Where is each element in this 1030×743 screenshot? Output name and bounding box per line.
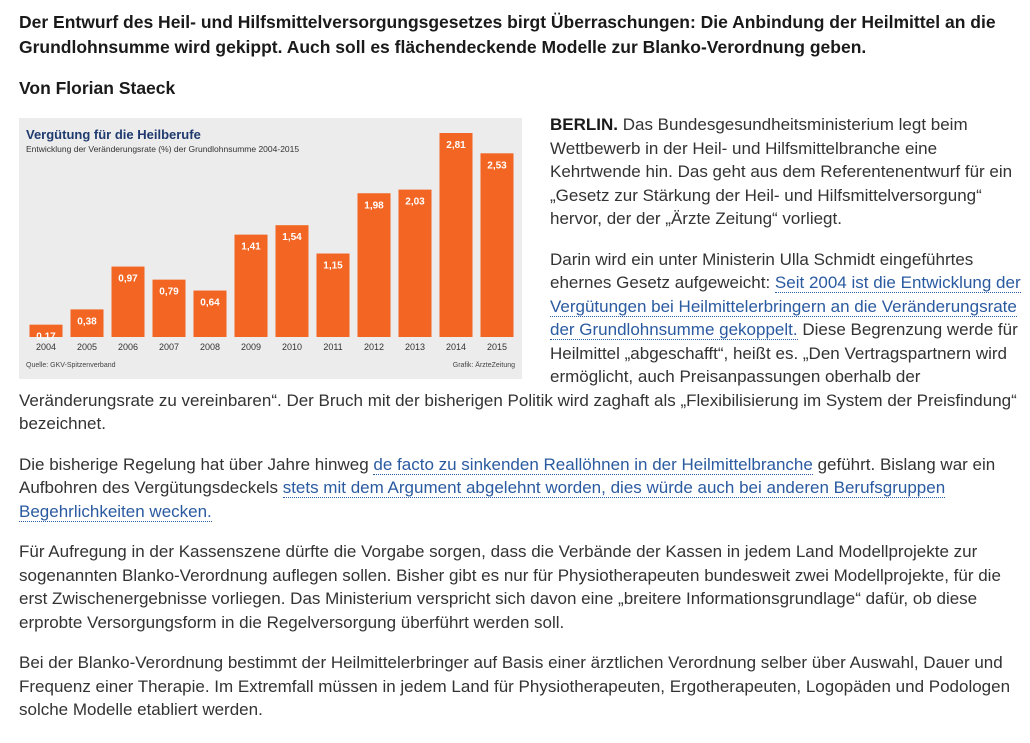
paragraph-1-text: Das Bundesgesundheitsministerium legt be… <box>550 115 1013 228</box>
chart-x-tick: 2006 <box>118 342 138 352</box>
article-lead: Der Entwurf des Heil- und Hilfsmittelver… <box>19 12 996 57</box>
paragraph-3: Die bisherige Regelung hat über Jahre hi… <box>19 453 1021 524</box>
chart-x-tick: 2011 <box>323 342 342 352</box>
chart-bar-label: 0,64 <box>200 298 220 309</box>
chart-bar <box>275 225 309 337</box>
chart-bar <box>357 193 391 337</box>
chart-bar-label: 1,15 <box>323 261 343 272</box>
chart-bar <box>152 279 186 337</box>
chart-figure: Vergütung für die Heilberufe Entwicklung … <box>19 118 522 379</box>
chart-bar-label: 2,53 <box>487 160 507 171</box>
paragraph-5: Bei der Blanko-Verordnung bestimmt der H… <box>19 653 1011 719</box>
paragraph-4: Für Aufregung in der Kassenszene dürfte … <box>19 542 1001 632</box>
chart-bar-label: 0,97 <box>118 274 138 285</box>
chart-x-tick: 2005 <box>77 342 97 352</box>
chart-source: Quelle: GKV-Spitzenverband <box>26 362 116 369</box>
paragraph-3-text-b: geführt. Bislang war ein Aufbohren des V… <box>19 454 996 498</box>
article-body: Vergütung für die Heilberufe Entwicklung … <box>19 113 1021 739</box>
chart-bar <box>29 324 63 337</box>
paragraph-2-text-a: Darin wird ein unter Ministerin Ulla Sch… <box>550 249 974 293</box>
chart-credit: Grafik: ÄrzteZeitung <box>453 361 515 369</box>
chart-bar <box>398 189 432 337</box>
chart-bar-label: 0,79 <box>159 287 179 298</box>
chart-subtitle: Entwicklung der Veränderungsrate (%) der… <box>26 144 299 154</box>
chart-bar <box>234 234 268 337</box>
chart-x-tick: 2014 <box>446 342 466 352</box>
paragraph-2: Darin wird ein unter Ministerin Ulla Sch… <box>19 248 1021 436</box>
chart-x-tick: 2012 <box>364 342 384 352</box>
chart-x-tick: 2008 <box>200 342 220 352</box>
chart-bar <box>480 153 514 337</box>
chart-x-tick: 2010 <box>282 342 302 352</box>
paragraph-3-text-a: Die bisherige Regelung hat über Jahre hi… <box>19 454 374 474</box>
bar-chart: Vergütung für die Heilberufe Entwicklung … <box>19 118 522 379</box>
chart-bar-label: 0,38 <box>77 316 97 327</box>
chart-x-tick: 2013 <box>405 342 425 352</box>
chart-bar-label: 2,03 <box>405 197 425 208</box>
chart-bar-label: 1,41 <box>241 242 261 253</box>
link-grundlohnsumme[interactable]: Seit 2004 ist die Entwicklung der Vergüt… <box>550 273 1021 340</box>
chart-bar <box>70 309 104 337</box>
chart-bar-label: 2,81 <box>446 140 466 151</box>
chart-bar <box>316 253 350 337</box>
chart-x-tick: 2004 <box>36 342 56 352</box>
chart-x-tick: 2007 <box>159 342 179 352</box>
chart-bar-label: 1,98 <box>364 200 384 211</box>
chart-x-tick: 2009 <box>241 342 261 352</box>
chart-bar-label: 1,54 <box>282 232 302 243</box>
chart-bar <box>193 290 227 337</box>
chart-x-tick: 2015 <box>487 342 507 352</box>
paragraph-2-text-b: Diese Begrenzung werde für Heilmittel „a… <box>19 320 1018 433</box>
chart-bar <box>439 133 473 337</box>
link-realloehne[interactable]: de facto zu sinkenden Reallöhnen in der … <box>373 454 813 475</box>
chart-bar <box>111 266 145 337</box>
chart-title: Vergütung für die Heilberufe <box>26 127 201 142</box>
paragraph-1: BERLIN. Das Bundesgesundheitsministerium… <box>19 113 1021 231</box>
dateline: BERLIN. <box>550 115 618 134</box>
byline: Von Florian Staeck <box>19 78 176 98</box>
link-begehrlichkeiten[interactable]: stets mit dem Argument abgelehnt worden,… <box>19 478 946 522</box>
chart-bar-label: 0,17 <box>36 332 56 343</box>
